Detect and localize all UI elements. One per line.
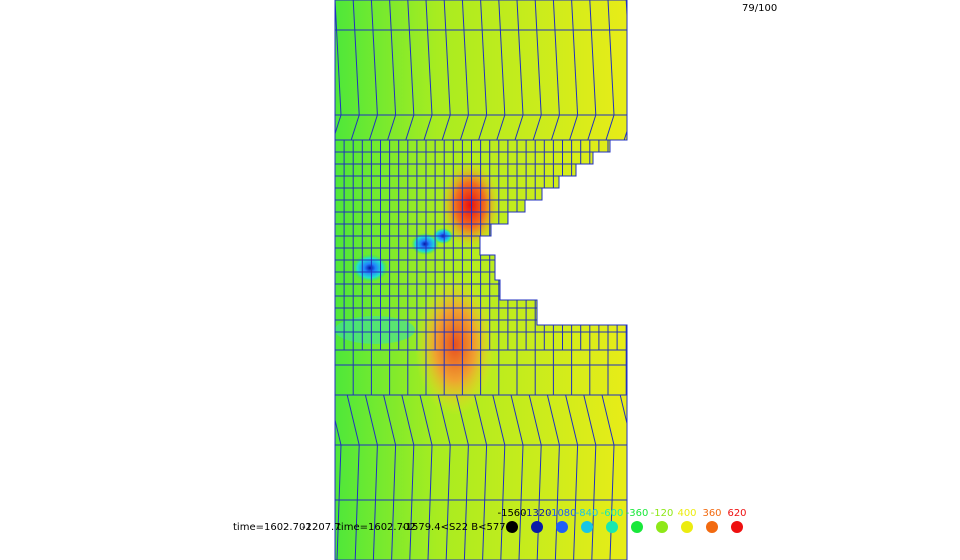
mesh-line [492,394,506,446]
mesh-line [354,444,360,560]
legend-label: 360 [702,508,721,519]
mesh-line [364,394,378,446]
mesh-line [536,444,542,560]
mesh-line [474,394,488,446]
mesh-line [500,444,506,560]
mesh-line [459,114,469,141]
mesh-line [498,0,506,116]
mesh-line [569,114,579,141]
mesh-line [601,394,615,446]
mesh-line [591,444,597,560]
legend-label: -1560 [497,508,526,519]
mesh-line [368,114,378,141]
mesh-line [350,114,360,141]
mesh-line [605,114,615,141]
stress-peak [440,160,500,250]
legend-swatch [706,521,718,533]
mesh-line [335,114,342,141]
mesh-line [546,394,560,446]
mesh-line [441,114,451,141]
mesh-line [423,114,433,141]
legend-swatch [581,521,593,533]
mesh-line [518,444,524,560]
mesh-line [478,114,488,141]
mesh-line [589,0,597,116]
mesh-line [550,114,560,141]
mesh-line [335,394,342,446]
mesh-line [455,394,469,446]
mesh-line [514,114,524,141]
mesh-line [437,394,451,446]
mesh-line [463,444,469,560]
legend-label: -360 [626,508,649,519]
legend-swatch [731,521,743,533]
legend-swatch [681,521,693,533]
mesh-line [389,0,397,116]
mesh-line [419,394,433,446]
mesh-line [346,394,360,446]
legend-swatch [556,521,568,533]
mesh-line [565,394,579,446]
stress-low [335,316,415,344]
mesh-line [554,444,560,560]
mesh-line [405,114,415,141]
mesh-line [583,394,597,446]
mesh-line [623,114,627,141]
legend-label: -1320 [522,508,551,519]
mesh-line [391,444,397,560]
mesh-line [532,114,542,141]
mesh-line [552,0,560,116]
mesh-body [335,0,632,560]
mesh-line [383,394,397,446]
mesh-line [573,444,579,560]
legend-swatch [506,521,518,533]
mesh-line [372,444,378,560]
stress-low [411,233,439,255]
mesh-line [534,0,542,116]
time-label: time=1602.702 [233,522,312,533]
legend-swatch [656,521,668,533]
mesh-line [445,444,451,560]
mesh-line [370,0,378,116]
mesh-line [619,394,627,446]
mesh-line [461,0,469,116]
legend-swatch [606,521,618,533]
mesh-line [480,0,488,116]
mesh-line [336,444,342,560]
mesh-line [401,394,415,446]
mesh-line [427,444,433,560]
mesh-line [516,0,524,116]
mesh-line [587,114,597,141]
mesh-line [496,114,506,141]
mesh-line [443,0,451,116]
legend-label: -840 [576,508,599,519]
mesh-line [628,445,632,560]
mesh-line [407,0,415,116]
legend-label: -1080 [547,508,576,519]
legend-label: -600 [601,508,624,519]
value-label: -1207.7 [302,522,341,533]
mesh-line [528,394,542,446]
mesh-line [571,0,579,116]
legend-label: -120 [651,508,674,519]
mesh-line [482,444,488,560]
mesh-outline [334,0,628,560]
time-label: time=1602.702 [337,522,416,533]
range-label: -1579.4<S22 B<577.2 [402,522,515,533]
legend-label: 400 [677,508,696,519]
mesh-line [510,394,524,446]
mesh-line [607,0,615,116]
mesh-line [425,0,433,116]
mesh-line [387,114,397,141]
mesh-line [609,444,615,560]
legend-swatch [531,521,543,533]
legend-label: 620 [727,508,746,519]
frame-counter: 79/100 [742,3,777,14]
mesh-line [352,0,360,116]
stress-low [352,254,388,282]
mesh-line [335,0,342,116]
mesh-line [409,444,415,560]
legend-swatch [631,521,643,533]
